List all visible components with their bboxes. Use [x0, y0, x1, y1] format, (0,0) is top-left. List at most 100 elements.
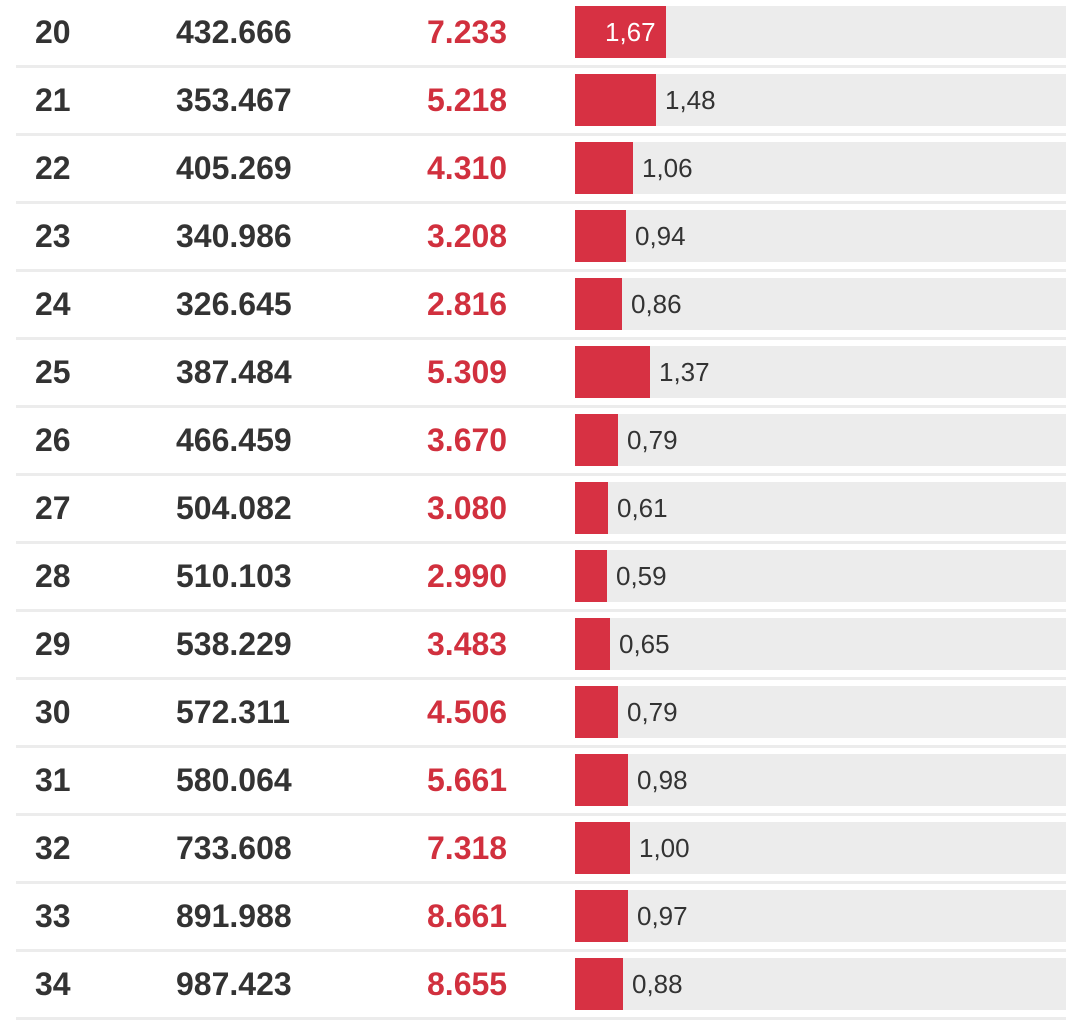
data-table: 20 432.666 7.233 1,67 21 353.467 5.218 1,48 22 40…	[16, 0, 1066, 1020]
tests-cell: 387.484	[176, 354, 292, 390]
table-row: 24 326.645 2.816 0,86	[16, 272, 1066, 340]
rate-bar-track: 1,37	[575, 346, 1066, 398]
rate-bar	[575, 686, 618, 738]
rate-bar-track: 0,59	[575, 550, 1066, 602]
tests-cell: 538.229	[176, 626, 292, 662]
rate-bar-track: 0,97	[575, 890, 1066, 942]
rate-bar	[575, 618, 610, 670]
rate-bar-track: 0,94	[575, 210, 1066, 262]
table-row: 28 510.103 2.990 0,59	[16, 544, 1066, 612]
rate-label: 0,79	[627, 425, 678, 455]
tests-cell: 340.986	[176, 218, 292, 254]
rate-label: 1,37	[659, 357, 710, 387]
positives-cell: 3.483	[427, 626, 508, 662]
rate-label: 0,79	[627, 697, 678, 727]
rate-bar-track: 1,00	[575, 822, 1066, 874]
rate-bar	[575, 482, 608, 534]
tests-cell: 987.423	[176, 966, 292, 1002]
rate-bar-track: 1,67	[575, 6, 1066, 58]
week-cell: 27	[35, 490, 71, 526]
rate-bar	[575, 822, 630, 874]
positives-cell: 5.661	[427, 762, 508, 798]
table-row: 22 405.269 4.310 1,06	[16, 136, 1066, 204]
positives-cell: 5.309	[427, 354, 508, 390]
week-cell: 34	[35, 966, 71, 1002]
rate-bar-track: 0,86	[575, 278, 1066, 330]
rate-label: 1,00	[639, 833, 690, 863]
tests-cell: 432.666	[176, 14, 292, 50]
rate-bar	[575, 74, 656, 126]
positives-cell: 4.310	[427, 150, 508, 186]
rate-bar-track: 0,98	[575, 754, 1066, 806]
rate-label: 1,67	[605, 17, 656, 47]
positives-cell: 7.233	[427, 14, 508, 50]
positives-cell: 3.208	[427, 218, 508, 254]
tests-cell: 466.459	[176, 422, 292, 458]
rate-bar-track: 0,88	[575, 958, 1066, 1010]
tests-cell: 504.082	[176, 490, 292, 526]
week-cell: 32	[35, 830, 71, 866]
tests-cell: 572.311	[176, 694, 290, 730]
positives-cell: 7.318	[427, 830, 508, 866]
week-cell: 30	[35, 694, 71, 730]
rate-label: 1,06	[642, 153, 693, 183]
rate-bar	[575, 958, 623, 1010]
rate-label: 1,48	[665, 85, 716, 115]
positives-cell: 8.661	[427, 898, 508, 934]
rate-label: 0,86	[631, 289, 682, 319]
table-row: 30 572.311 4.506 0,79	[16, 680, 1066, 748]
rate-label: 0,88	[632, 969, 683, 999]
table-row: 34 987.423 8.655 0,88	[16, 952, 1066, 1020]
week-cell: 23	[35, 218, 71, 254]
tests-cell: 891.988	[176, 898, 292, 934]
rate-bar-track: 0,61	[575, 482, 1066, 534]
table-row: 25 387.484 5.309 1,37	[16, 340, 1066, 408]
tests-cell: 326.645	[176, 286, 292, 322]
rate-bar	[575, 754, 628, 806]
positives-cell: 3.080	[427, 490, 508, 526]
tests-cell: 510.103	[176, 558, 292, 594]
table-row: 29 538.229 3.483 0,65	[16, 612, 1066, 680]
table-row: 27 504.082 3.080 0,61	[16, 476, 1066, 544]
tests-cell: 353.467	[176, 82, 292, 118]
positives-cell: 5.218	[427, 82, 508, 118]
rate-label: 0,97	[637, 901, 688, 931]
rate-bar	[575, 346, 650, 398]
rate-bar	[575, 414, 618, 466]
rate-label: 0,98	[637, 765, 688, 795]
tests-cell: 580.064	[176, 762, 292, 798]
table-row: 23 340.986 3.208 0,94	[16, 204, 1066, 272]
positives-cell: 2.816	[427, 286, 508, 322]
positives-cell: 8.655	[427, 966, 508, 1002]
week-cell: 20	[35, 14, 71, 50]
rate-label: 0,65	[619, 629, 670, 659]
week-cell: 28	[35, 558, 71, 594]
week-cell: 29	[35, 626, 71, 662]
week-cell: 33	[35, 898, 71, 934]
positives-cell: 2.990	[427, 558, 508, 594]
week-cell: 24	[35, 286, 71, 322]
table-row: 33 891.988 8.661 0,97	[16, 884, 1066, 952]
rate-bar	[575, 142, 633, 194]
table-row: 21 353.467 5.218 1,48	[16, 68, 1066, 136]
rate-bar	[575, 550, 607, 602]
rate-bar	[575, 6, 666, 58]
week-cell: 31	[35, 762, 71, 798]
table-row: 26 466.459 3.670 0,79	[16, 408, 1066, 476]
rate-bar-track: 0,79	[575, 414, 1066, 466]
rate-bar	[575, 210, 626, 262]
rate-bar-track: 0,79	[575, 686, 1066, 738]
rate-label: 0,94	[635, 221, 686, 251]
table-row: 31 580.064 5.661 0,98	[16, 748, 1066, 816]
positives-cell: 3.670	[427, 422, 508, 458]
rate-bar-track: 1,06	[575, 142, 1066, 194]
table-row: 20 432.666 7.233 1,67	[16, 0, 1066, 68]
positives-cell: 4.506	[427, 694, 508, 730]
rate-bar-track: 1,48	[575, 74, 1066, 126]
rate-bar	[575, 890, 628, 942]
week-cell: 25	[35, 354, 71, 390]
tests-cell: 733.608	[176, 830, 292, 866]
rate-bar-track: 0,65	[575, 618, 1066, 670]
rate-label: 0,61	[617, 493, 668, 523]
rate-bar	[575, 278, 622, 330]
